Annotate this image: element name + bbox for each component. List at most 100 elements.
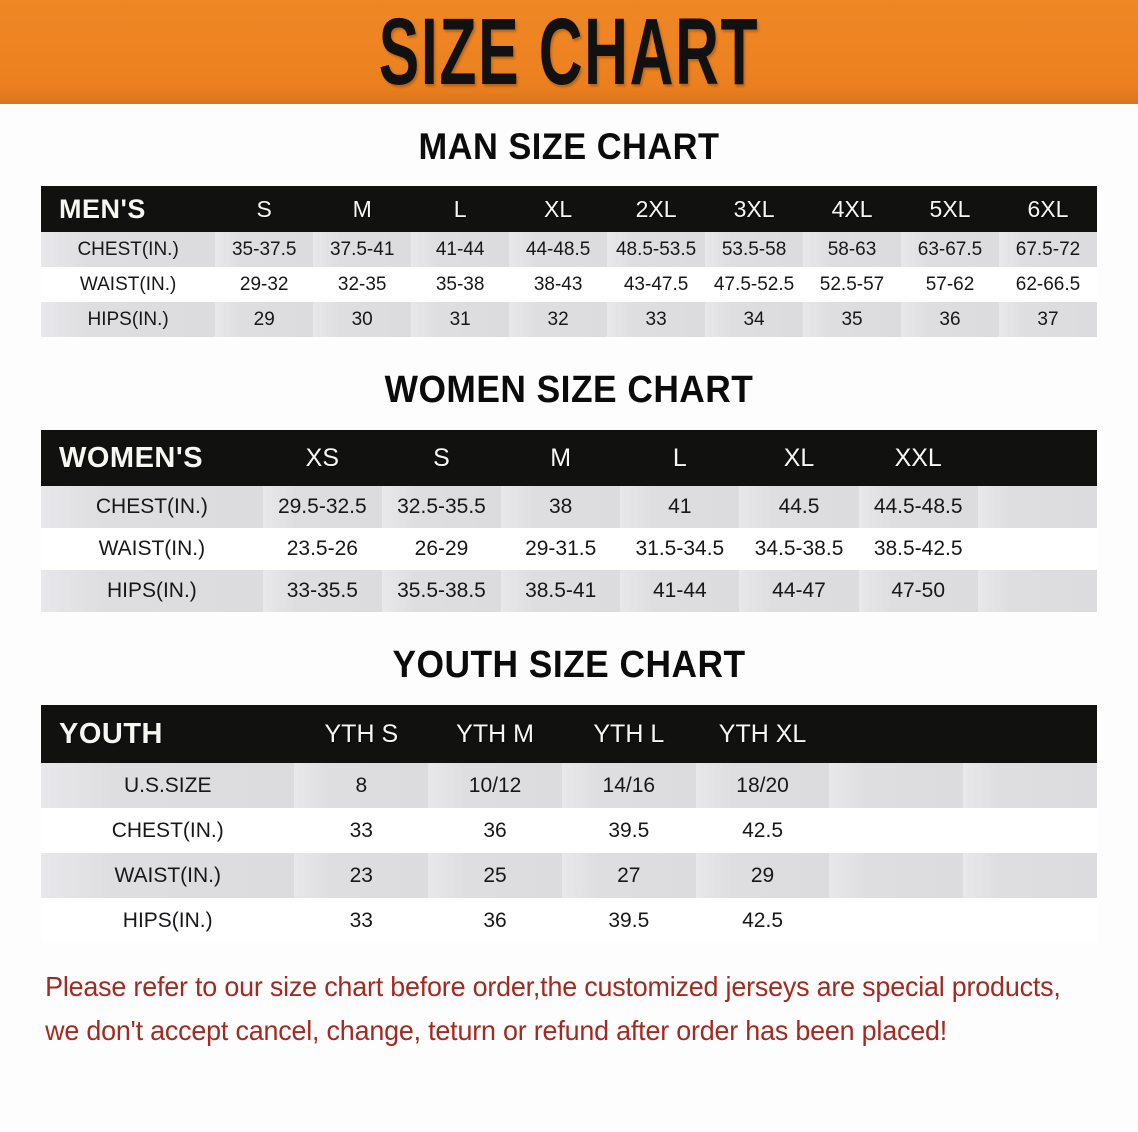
- women-cell: 38.5-41: [501, 570, 621, 612]
- women-cell-empty: [977, 486, 1097, 528]
- youth-cell-empty: [963, 898, 1097, 943]
- man-cell: 47.5-52.5: [705, 267, 804, 302]
- youth-cell: 36: [428, 808, 562, 853]
- man-cell: 32-35: [313, 267, 412, 302]
- man-cell: 48.5-53.5: [607, 232, 706, 267]
- man-size-table-wrap: MEN'S S M L XL 2XL 3XL 4XL 5XL 6XL CHEST(IN.) 35-3…: [41, 186, 1097, 337]
- page-banner: SIZE CHART: [0, 0, 1138, 104]
- man-cell: 53.5-58: [705, 232, 804, 267]
- youth-col-header: YTH M: [456, 719, 534, 748]
- man-row-label: HIPS(IN.): [41, 302, 216, 337]
- table-row: CHEST(IN.) 35-37.5 37.5-41 41-44 44-48.5 48.5…: [41, 232, 1097, 267]
- youth-cell-empty: [963, 808, 1097, 853]
- women-size-table: WOMEN'S XS S M L XL XXL CHEST(IN.) 29.5-32.5 32.…: [41, 430, 1097, 612]
- table-row: CHEST(IN.) 29.5-32.5 32.5-35.5 38 41 44.5 44.5…: [41, 486, 1097, 528]
- man-row-label: WAIST(IN.): [41, 267, 216, 302]
- women-cell: 38: [501, 486, 621, 528]
- women-cell-empty: [977, 570, 1097, 612]
- man-cell: 41-44: [411, 232, 510, 267]
- man-col-header: 6XL: [1027, 195, 1069, 222]
- man-cell: 62-66.5: [998, 267, 1097, 302]
- man-cell: 36: [901, 302, 999, 337]
- youth-rowhead-title: YOUTH: [59, 717, 163, 750]
- youth-cell: 42.5: [695, 808, 830, 853]
- youth-cell-empty: [829, 853, 964, 898]
- women-row-label: WAIST(IN.): [41, 528, 263, 570]
- man-col-header: XL: [544, 195, 573, 222]
- man-cell: 35-38: [411, 267, 510, 302]
- women-col-header: M: [550, 443, 572, 472]
- youth-table-head: YOUTH YTH S YTH M YTH L YTH XL: [41, 705, 1097, 763]
- women-table-head: WOMEN'S XS S M L XL XXL: [41, 430, 1097, 486]
- man-cell: 58-63: [803, 232, 902, 267]
- women-cell-empty: [977, 528, 1097, 570]
- table-row: HIPS(IN.) 33 36 39.5 42.5: [41, 898, 1097, 943]
- man-col-header: S: [256, 195, 272, 222]
- women-header-row: WOMEN'S XS S M L XL XXL: [41, 430, 1097, 486]
- table-row: HIPS(IN.) 29 30 31 32 33 34 35 36 37: [41, 302, 1097, 337]
- youth-row-label: WAIST(IN.): [41, 853, 295, 898]
- man-cell: 35-37.5: [215, 232, 314, 267]
- youth-cell: 36: [428, 898, 562, 943]
- women-cell: 41: [620, 486, 740, 528]
- man-col-header: 5XL: [929, 195, 971, 222]
- youth-cell: 10/12: [428, 763, 562, 808]
- youth-row-label: U.S.SIZE: [41, 763, 295, 808]
- youth-cell: 14/16: [561, 763, 696, 808]
- man-table-head: MEN'S S M L XL 2XL 3XL 4XL 5XL 6XL: [41, 186, 1097, 232]
- man-header-row: MEN'S S M L XL 2XL 3XL 4XL 5XL 6XL: [41, 186, 1097, 232]
- man-cell: 32: [509, 302, 608, 337]
- women-col-header-empty: [978, 430, 1097, 486]
- youth-cell-empty: [829, 763, 964, 808]
- women-cell: 44-47: [739, 570, 859, 612]
- youth-col-header-empty: [829, 705, 963, 763]
- man-cell: 63-67.5: [901, 232, 999, 267]
- women-cell: 44.5-48.5: [858, 486, 978, 528]
- youth-cell: 33: [294, 808, 429, 853]
- table-row: WAIST(IN.) 23.5-26 26-29 29-31.5 31.5-34.5 34…: [41, 528, 1097, 570]
- youth-cell: 25: [428, 853, 562, 898]
- women-cell: 38.5-42.5: [858, 528, 978, 570]
- banner-title: SIZE CHART: [378, 0, 760, 104]
- youth-cell: 27: [561, 853, 696, 898]
- table-row: U.S.SIZE 8 10/12 14/16 18/20: [41, 763, 1097, 808]
- youth-cell-empty: [829, 898, 964, 943]
- women-col-header: XS: [305, 443, 340, 472]
- youth-cell: 29: [695, 853, 830, 898]
- youth-cell: 33: [294, 898, 429, 943]
- women-table-body: CHEST(IN.) 29.5-32.5 32.5-35.5 38 41 44.5 44.5…: [41, 486, 1097, 612]
- women-cell: 23.5-26: [262, 528, 382, 570]
- women-cell: 33-35.5: [262, 570, 382, 612]
- youth-row-label: HIPS(IN.): [41, 898, 295, 943]
- man-cell: 57-62: [901, 267, 999, 302]
- women-row-label: HIPS(IN.): [41, 570, 263, 612]
- youth-cell: 42.5: [695, 898, 830, 943]
- youth-header-row: YOUTH YTH S YTH M YTH L YTH XL: [41, 705, 1097, 763]
- man-cell: 31: [411, 302, 510, 337]
- table-row: HIPS(IN.) 33-35.5 35.5-38.5 38.5-41 41-44 44-…: [41, 570, 1097, 612]
- women-cell: 31.5-34.5: [620, 528, 740, 570]
- man-cell: 44-48.5: [509, 232, 608, 267]
- women-cell: 44.5: [739, 486, 859, 528]
- youth-section-title: YOUTH SIZE CHART: [392, 644, 746, 686]
- man-rowhead-title: MEN'S: [59, 193, 146, 224]
- table-row: WAIST(IN.) 23 25 27 29: [41, 853, 1097, 898]
- youth-size-table: YOUTH YTH S YTH M YTH L YTH XL U.S.SIZE 8 10/1…: [41, 705, 1097, 943]
- women-rowhead-title: WOMEN'S: [59, 441, 204, 474]
- man-cell: 35: [803, 302, 902, 337]
- women-row-label: CHEST(IN.): [41, 486, 263, 528]
- women-cell: 26-29: [381, 528, 502, 570]
- man-section-title: MAN SIZE CHART: [418, 126, 720, 167]
- man-col-header: 2XL: [635, 195, 677, 222]
- youth-col-header: YTH XL: [718, 719, 807, 748]
- women-size-table-wrap: WOMEN'S XS S M L XL XXL CHEST(IN.) 29.5-32.5 32.…: [41, 430, 1097, 612]
- youth-size-table-wrap: YOUTH YTH S YTH M YTH L YTH XL U.S.SIZE 8 10/1…: [41, 705, 1097, 943]
- women-col-header: S: [433, 443, 450, 472]
- return-policy-line-1: Please refer to our size chart before or…: [45, 971, 1061, 1002]
- youth-table-body: U.S.SIZE 8 10/12 14/16 18/20 CHEST(IN.) 33 36 39…: [41, 763, 1097, 943]
- women-col-header: L: [672, 443, 687, 472]
- women-col-header: XL: [783, 443, 815, 472]
- women-cell: 34.5-38.5: [739, 528, 859, 570]
- man-cell: 30: [313, 302, 412, 337]
